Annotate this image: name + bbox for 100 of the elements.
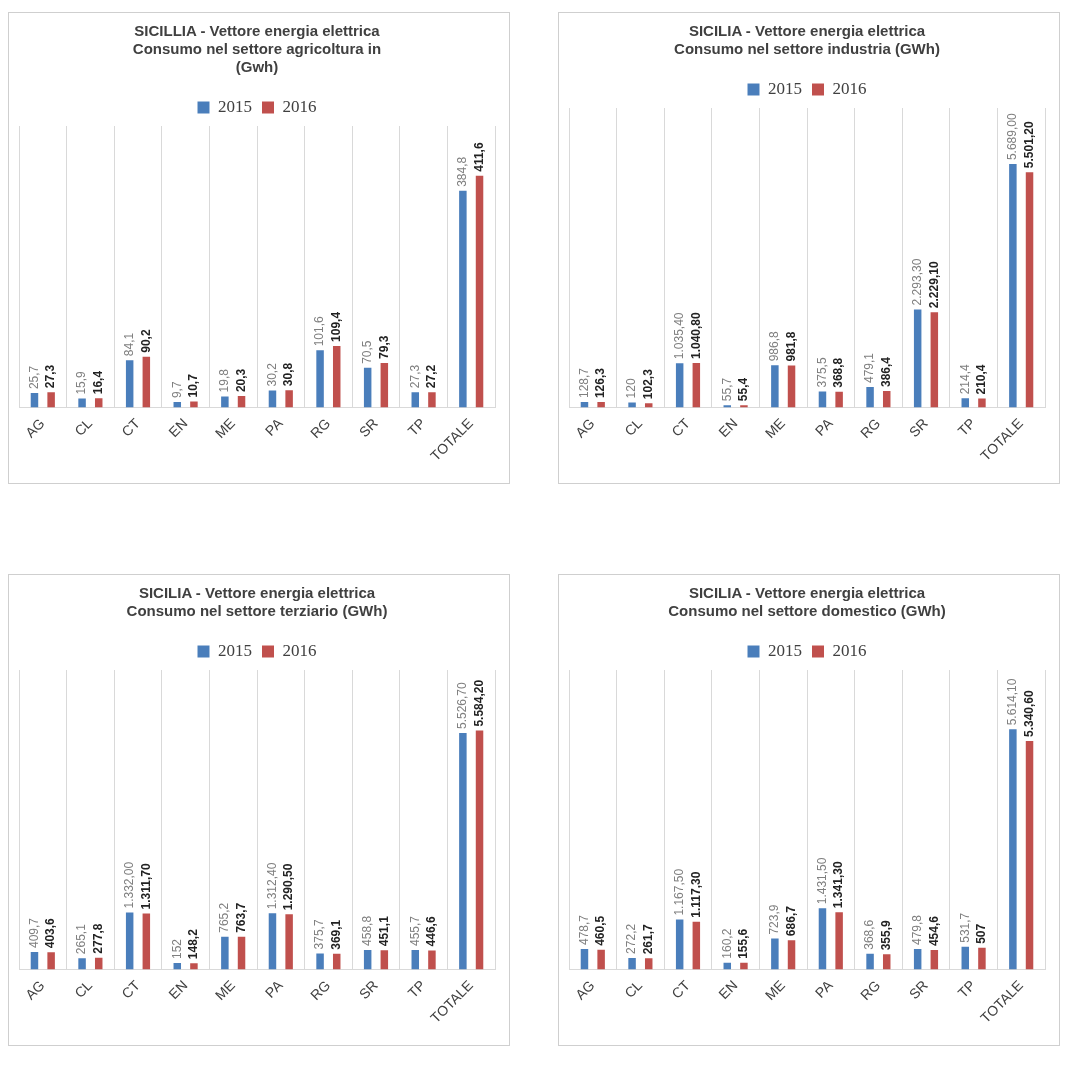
legend-label: 2015: [768, 78, 802, 98]
bar: [978, 398, 986, 408]
data-label: 1.341,30: [831, 861, 846, 909]
data-label: 375,7: [312, 919, 327, 950]
bar: [930, 950, 939, 970]
data-label: 101,6: [312, 315, 327, 347]
bar: [30, 393, 39, 408]
legend-label: 2015: [768, 640, 802, 660]
bar: [644, 958, 653, 970]
bar: [268, 913, 277, 970]
bar: [47, 392, 55, 408]
x-tick-label: EN: [715, 977, 741, 1003]
bar: [628, 402, 636, 408]
data-label: 2.229,10: [926, 261, 941, 309]
x-tick-label: AG: [572, 977, 598, 1003]
bar: [363, 367, 372, 408]
data-label: 27,2: [424, 364, 439, 389]
bar: [771, 365, 779, 408]
bar: [835, 391, 843, 408]
bar: [771, 938, 779, 970]
data-label: 1.311,70: [138, 863, 153, 910]
bar: [411, 950, 420, 970]
data-label: 126,3: [593, 367, 608, 399]
bar: [459, 733, 467, 970]
data-label: 120: [624, 378, 639, 399]
bar: [961, 946, 970, 970]
bar: [190, 963, 198, 970]
bar: [913, 949, 922, 970]
bar: [692, 921, 701, 970]
data-label: 763,7: [233, 902, 248, 933]
bar: [428, 950, 436, 970]
bar: [221, 396, 229, 408]
data-label: 479,1: [862, 352, 877, 384]
chart-title: SICILIA - Vettore energia elettrica Consumo nel settore industria (GWh): [674, 22, 940, 58]
data-label: 479,8: [909, 914, 924, 945]
data-label: 1.035,40: [671, 312, 686, 360]
x-tick-label: CT: [118, 414, 144, 440]
bar: [675, 363, 684, 408]
data-label: 1.040,80: [688, 311, 703, 359]
data-label: 128,7: [576, 367, 591, 399]
data-label: 10,7: [186, 373, 201, 398]
x-tick-label: RG: [307, 977, 334, 1004]
data-label: 70,5: [359, 340, 374, 364]
data-label: 27,3: [407, 364, 422, 389]
data-label: 90,2: [138, 329, 153, 353]
bar: [125, 912, 134, 970]
data-label: 1.117,30: [688, 871, 703, 918]
data-label: 102,3: [641, 368, 656, 400]
bar: [237, 936, 246, 970]
data-label: 455,7: [407, 915, 422, 947]
x-tick-label: CL: [621, 414, 646, 439]
x-tick-label: AG: [22, 415, 48, 441]
bar: [818, 391, 827, 408]
data-label: 15,9: [74, 370, 89, 395]
bar: [411, 392, 420, 408]
data-label: 1.431,50: [814, 857, 829, 905]
data-label: 214,4: [957, 364, 972, 395]
data-label: 272,2: [624, 923, 639, 954]
bar: [675, 919, 684, 970]
bar: [459, 190, 467, 408]
x-tick-label: SR: [355, 415, 381, 441]
data-label: 369,1: [329, 919, 344, 950]
data-label: 460,5: [593, 915, 608, 946]
bar: [913, 309, 922, 408]
data-label: 155,6: [736, 928, 751, 959]
bar: [787, 940, 796, 970]
bar: [221, 936, 229, 970]
x-tick-label: TP: [954, 977, 979, 1001]
x-tick-label: CL: [621, 976, 646, 1001]
bar: [316, 953, 324, 970]
x-tick-label: CT: [668, 414, 694, 440]
x-tick-label: CT: [668, 976, 694, 1002]
bar: [285, 914, 293, 970]
data-label: 79,3: [376, 335, 391, 359]
data-label: 368,6: [862, 919, 877, 950]
bar: [930, 312, 939, 408]
data-label: 148,2: [186, 928, 201, 960]
x-tick-label: TP: [404, 977, 429, 1001]
data-label: 478,7: [576, 914, 591, 946]
bar: [1009, 729, 1017, 970]
data-label: 409,7: [26, 917, 41, 948]
bar: [1025, 741, 1034, 970]
data-label: 507: [974, 923, 989, 944]
x-tick-label: CL: [71, 976, 96, 1001]
x-tick-label: PA: [261, 976, 287, 1001]
x-tick-label: ME: [761, 977, 789, 1004]
bar: [332, 345, 341, 408]
bar: [866, 387, 874, 408]
data-label: 375,5: [814, 357, 829, 388]
legend-label: 2016: [832, 78, 867, 98]
bar: [237, 396, 246, 408]
data-label: 9,7: [169, 381, 184, 399]
data-label: 210,4: [974, 364, 989, 395]
x-tick-label: EN: [165, 415, 191, 441]
bar: [316, 350, 324, 408]
x-tick-label: SR: [905, 415, 931, 441]
data-label: 16,4: [91, 370, 106, 395]
data-label: 1.312,40: [264, 862, 279, 910]
x-tick-label: TP: [954, 415, 979, 439]
data-label: 84,1: [121, 332, 136, 357]
